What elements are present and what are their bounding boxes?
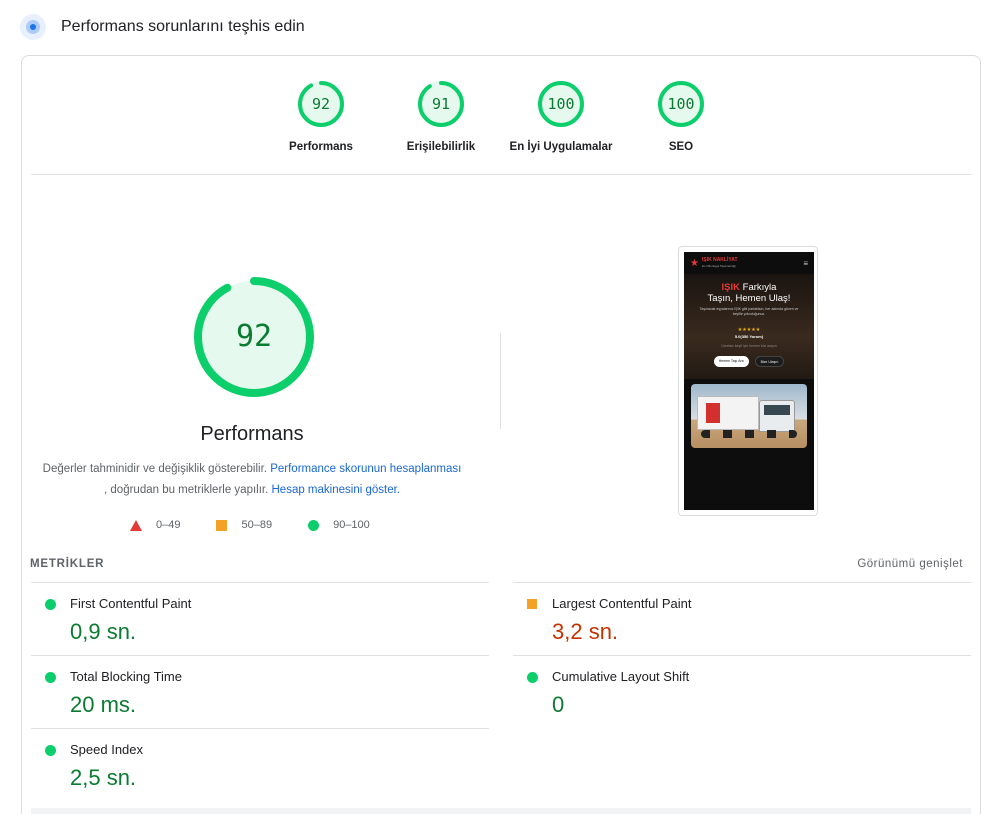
gauge-performance[interactable]: 92 Performans (256, 80, 386, 153)
metric-speed-index: Speed Index 2,5 sn. (31, 728, 489, 801)
site-logo: IŞIK NAKLİYAT Ev Ofis Eşya Taşımacılığı (701, 257, 738, 268)
site-navbar: ★ IŞIK NAKLİYAT Ev Ofis Eşya Taşımacılığ… (684, 252, 814, 274)
gauge-score: 92 (311, 95, 331, 113)
gauge-accessibility[interactable]: 91 Erişilebilirlik (376, 80, 506, 153)
metric-name: Speed Index (70, 742, 144, 757)
metric-tbt: Total Blocking Time 20 ms. (31, 655, 489, 728)
metric-cls: Cumulative Layout Shift 0 (513, 655, 971, 728)
hero-headline: IŞIK Farkıyla Taşın, Hemen Ulaş! (707, 282, 791, 304)
gauge-ring: 100 (657, 80, 705, 128)
gauge-score: 91 (431, 95, 451, 113)
legend-fail: 0–49 (130, 519, 180, 531)
contact-button: Bize Ulaşın (754, 356, 785, 367)
average-square-icon (527, 599, 537, 609)
rating-stars: ★★★★★ (737, 327, 761, 333)
main-gauge-title: Performans (200, 423, 304, 445)
description-text: , doğrudan bu metriklerle yapılır. (104, 484, 269, 496)
category-gauges: 92 Performans 91 Erişilebilirlik 100 En … (22, 80, 980, 170)
divider (31, 174, 971, 175)
metric-value: 3,2 sn. (552, 619, 619, 644)
gauge-ring: 100 (537, 80, 585, 128)
main-score: 92 (235, 319, 273, 354)
metric-fcp: First Contentful Paint 0,9 sn. (31, 582, 489, 655)
truck-image (691, 384, 807, 448)
report-card: 92 Performans 91 Erişilebilirlik 100 En … (21, 55, 981, 814)
section-footer-bar (31, 808, 971, 814)
triangle-icon (130, 519, 142, 531)
metric-value: 0 (552, 692, 565, 717)
pass-circle-icon (527, 672, 538, 683)
metric-value: 20 ms. (70, 692, 137, 717)
pass-circle-icon (45, 745, 56, 756)
score-calculation-link[interactable]: Performance skorunun hesaplanması (270, 463, 462, 475)
rating-text: 5.0(350 Yorum) (734, 334, 764, 339)
circle-icon (308, 519, 320, 531)
gauge-label: Performans (289, 141, 353, 153)
star-logo-icon: ★ (690, 257, 699, 269)
pass-circle-icon (45, 672, 56, 683)
legend-average: 50–89 (216, 519, 272, 531)
hero-paragraph: Taşınacak eşyalarınız IŞIK gibi parlatıl… (699, 307, 799, 316)
gauge-score: 100 (547, 95, 575, 113)
gauge-label: En İyi Uygulamalar (509, 141, 613, 153)
screenshot-content: ★ IŞIK NAKLİYAT Ev Ofis Eşya Taşımacılığ… (684, 252, 814, 510)
legend-range: 0–49 (156, 519, 181, 531)
lighthouse-performance-icon (20, 14, 46, 40)
metric-name: Cumulative Layout Shift (552, 669, 690, 684)
hero-subtext: Ücretsiz keşif için hemen bizi arayın (721, 344, 777, 348)
vertical-divider (500, 333, 501, 429)
metric-name: Largest Contentful Paint (552, 596, 692, 611)
site-hero: IŞIK Farkıyla Taşın, Hemen Ulaş! Taşınac… (684, 274, 814, 379)
pass-circle-icon (45, 599, 56, 610)
show-calculator-link[interactable]: Hesap makinesini göster. (271, 484, 400, 496)
performance-main-gauge: 92 (192, 275, 316, 399)
hero-buttons: Hemen Taşı Ara Bize Ulaşın (684, 356, 814, 367)
score-description: Değerler tahminidir ve değişiklik göster… (42, 459, 462, 501)
metric-value: 2,5 sn. (70, 765, 137, 790)
call-button: Hemen Taşı Ara (713, 356, 749, 367)
gauge-best-practices[interactable]: 100 En İyi Uygulamalar (496, 80, 626, 153)
metric-value: 0,9 sn. (70, 619, 137, 644)
score-legend: 0–49 50–89 90–100 (130, 519, 406, 531)
metric-name: Total Blocking Time (70, 669, 182, 684)
metric-name: First Contentful Paint (70, 596, 192, 611)
legend-range: 90–100 (333, 519, 370, 531)
expand-view-toggle[interactable]: Görünümü genişlet (857, 558, 963, 570)
section-title: Performans sorunlarını teşhis edin (61, 18, 305, 35)
gauge-label: SEO (668, 141, 694, 153)
gauge-label: Erişilebilirlik (406, 141, 476, 153)
square-icon (216, 519, 228, 531)
legend-range: 50–89 (241, 519, 273, 531)
metric-lcp: Largest Contentful Paint 3,2 sn. (513, 582, 971, 655)
section-header: Performans sorunlarını teşhis edin (20, 12, 305, 42)
gauge-ring: 91 (417, 80, 465, 128)
description-text: Değerler tahminidir ve değişiklik göster… (42, 463, 267, 475)
gauge-score: 100 (667, 95, 695, 113)
gauge-seo[interactable]: 100 SEO (616, 80, 746, 153)
gauge-ring: 92 (297, 80, 345, 128)
final-screenshot[interactable]: ★ IŞIK NAKLİYAT Ev Ofis Eşya Taşımacılığ… (678, 246, 818, 516)
hamburger-menu-icon: ≡ (803, 258, 808, 268)
metrics-heading: METRİKLER (30, 558, 105, 570)
legend-pass: 90–100 (308, 519, 370, 531)
